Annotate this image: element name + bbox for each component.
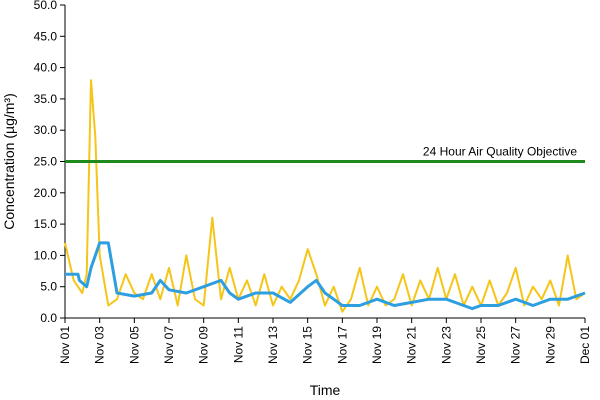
y-tick-label: 0.0 bbox=[40, 311, 57, 325]
y-axis-title: Concentration (µg/m³) bbox=[1, 93, 17, 229]
x-tick-label: Dec 01 bbox=[578, 326, 592, 364]
y-tick-label: 40.0 bbox=[34, 61, 58, 75]
x-tick-label: Nov 11 bbox=[231, 326, 245, 363]
x-tick-label: Nov 19 bbox=[370, 326, 384, 364]
x-tick-label: Nov 25 bbox=[474, 326, 488, 364]
y-tick-label: 35.0 bbox=[34, 92, 58, 106]
series-group bbox=[64, 79, 586, 313]
x-tick-label: Nov 03 bbox=[93, 326, 107, 364]
y-tick-label: 45.0 bbox=[34, 29, 58, 43]
x-tick-label: Nov 21 bbox=[405, 326, 419, 364]
x-tick-label: Nov 27 bbox=[509, 326, 523, 364]
y-tick-label: 15.0 bbox=[34, 217, 58, 231]
reference-line-label: 24 Hour Air Quality Objective bbox=[423, 145, 577, 159]
x-tick-label: Nov 09 bbox=[197, 326, 211, 364]
x-tick-label: Nov 07 bbox=[162, 326, 176, 364]
x-axis-title: Time bbox=[310, 382, 341, 398]
hourly-series-line bbox=[64, 79, 586, 313]
x-tick-label: Nov 23 bbox=[439, 326, 453, 364]
y-ticks: 0.0 5.0 10.0 15.0 20.0 25.0 30.0 35.0 40.0 45.0 50… bbox=[34, 0, 65, 325]
y-tick-label: 30.0 bbox=[34, 123, 58, 137]
y-tick-label: 10.0 bbox=[34, 248, 58, 262]
x-tick-label: Nov 05 bbox=[127, 326, 141, 364]
x-tick-label: Nov 13 bbox=[266, 326, 280, 364]
y-tick-label: 50.0 bbox=[34, 0, 58, 12]
x-tick-label: Nov 29 bbox=[543, 326, 557, 364]
daily-mean-series-line bbox=[65, 241, 586, 311]
y-tick-label: 20.0 bbox=[34, 186, 58, 200]
y-tick-label: 25.0 bbox=[34, 155, 58, 169]
x-tick-label: Nov 01 bbox=[58, 326, 72, 364]
x-tick-label: Nov 17 bbox=[335, 326, 349, 364]
x-ticks: Nov 01 Nov 03 Nov 05 Nov 07 Nov 09 Nov 11 Nov … bbox=[58, 318, 592, 364]
plot-area: 0.0 5.0 10.0 15.0 20.0 25.0 30.0 35.0 40.0 45.0 50… bbox=[34, 0, 592, 364]
x-tick-label: Nov 15 bbox=[301, 326, 315, 364]
y-tick-label: 5.0 bbox=[40, 280, 57, 294]
